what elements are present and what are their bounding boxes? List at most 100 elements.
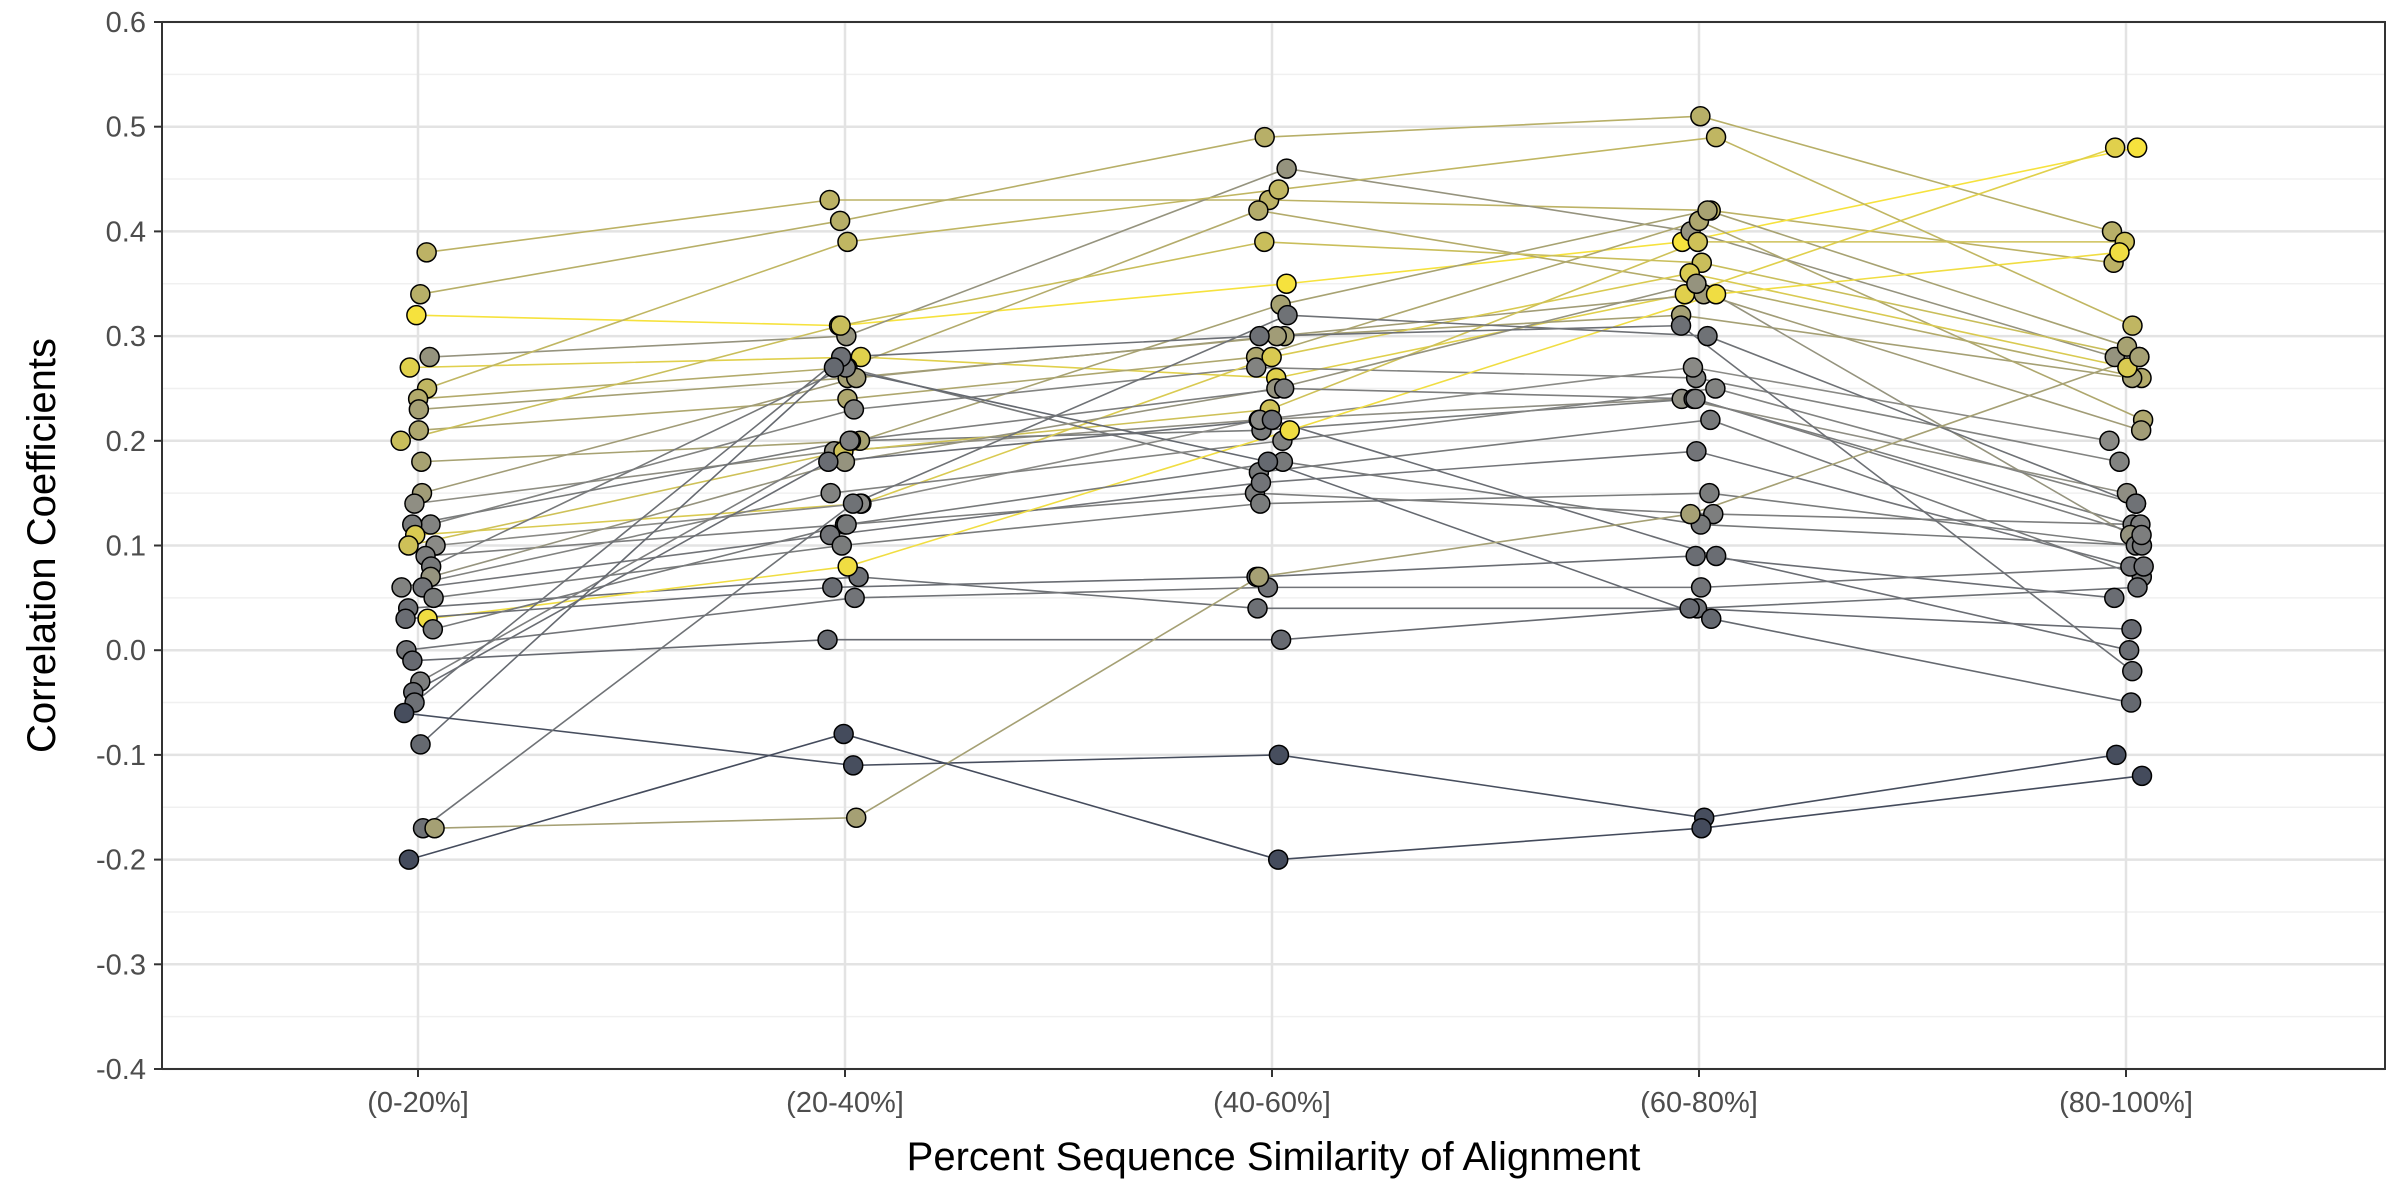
data-point — [1687, 231, 1709, 253]
data-point — [1697, 200, 1718, 221]
data-point — [2122, 315, 2143, 336]
x-tick-label: (0-20%] — [367, 1087, 469, 1119]
data-point — [822, 577, 843, 598]
data-point — [410, 283, 431, 305]
data-point — [820, 482, 841, 504]
data-point — [390, 430, 411, 452]
data-point — [2118, 639, 2140, 661]
data-point — [1682, 357, 1704, 378]
data-point — [399, 357, 421, 378]
y-axis-title: Correlation Coefficients — [20, 338, 64, 753]
y-tick-label: -0.3 — [96, 949, 146, 981]
data-point — [2126, 137, 2148, 158]
data-point — [2131, 524, 2152, 546]
data-point — [1268, 179, 1290, 200]
data-point — [1254, 231, 1275, 253]
data-point — [1273, 378, 1295, 399]
data-point — [395, 608, 416, 630]
data-point — [2109, 242, 2130, 263]
data-point — [829, 210, 851, 232]
data-point — [2104, 137, 2126, 158]
data-point — [2129, 346, 2150, 368]
data-point — [402, 650, 423, 671]
data-point — [408, 399, 430, 420]
data-point — [818, 451, 839, 472]
data-point — [1276, 273, 1297, 294]
y-tick-label: 0.1 — [106, 531, 146, 563]
data-point — [1690, 577, 1712, 598]
data-point — [2104, 587, 2125, 609]
y-tick-label: 0.2 — [106, 426, 146, 458]
y-tick-label: 0.0 — [106, 635, 146, 667]
data-point — [1697, 325, 1718, 347]
data-point — [817, 629, 838, 650]
data-point — [2109, 451, 2130, 472]
data-point — [1250, 493, 1271, 514]
axis-ticks — [154, 21, 2127, 1077]
data-point — [404, 493, 425, 514]
data-point — [423, 587, 444, 609]
data-point — [1705, 126, 1727, 148]
y-tick-label: 0.6 — [106, 7, 146, 39]
series-points — [390, 105, 2154, 870]
data-point — [831, 535, 853, 556]
x-axis-tick-labels: (0-20%] (20-40%] (40-60%] (60-80%] (80-100%] — [367, 1087, 2193, 1119]
data-point — [1267, 849, 1289, 870]
y-tick-label: 0.4 — [106, 216, 146, 248]
data-point — [1679, 598, 1700, 619]
data-point — [1277, 304, 1298, 326]
y-axis-tick-labels: -0.4 -0.3 -0.2 -0.1 0.0 0.1 0.2 0.3 0.4 0.5 0.6 — [96, 7, 146, 1086]
data-point — [844, 587, 865, 609]
data-point — [823, 357, 845, 378]
x-tick-label: (40-60%] — [1213, 1087, 1331, 1119]
data-point — [1257, 451, 1279, 472]
data-point — [1270, 629, 1292, 650]
data-point — [2131, 765, 2153, 787]
data-point — [1248, 200, 1269, 221]
data-point — [1699, 482, 1720, 504]
data-point — [406, 304, 427, 326]
data-point — [424, 817, 445, 839]
data-point — [843, 399, 865, 420]
data-point — [1276, 158, 1297, 179]
data-point — [2121, 619, 2142, 640]
data-point — [842, 493, 864, 514]
data-point — [2122, 660, 2143, 682]
data-point — [1268, 744, 1290, 766]
data-point — [836, 514, 857, 535]
x-axis-title: Percent Sequence Similarity of Alignment — [907, 1135, 1641, 1179]
data-point — [1247, 598, 1268, 619]
data-point — [1261, 346, 1282, 368]
data-point — [1686, 273, 1707, 294]
data-point — [1246, 357, 1267, 378]
data-point — [1680, 503, 1701, 525]
data-point — [416, 242, 437, 263]
data-point — [1254, 126, 1275, 148]
data-point — [837, 231, 858, 253]
x-tick-label: (20-40%] — [786, 1087, 904, 1119]
data-point — [833, 723, 854, 745]
data-point — [1690, 105, 1711, 127]
y-tick-label: -0.2 — [96, 845, 146, 877]
data-point — [419, 346, 440, 368]
data-point — [1249, 325, 1270, 347]
data-point — [2133, 556, 2154, 577]
data-point — [1686, 441, 1707, 462]
data-point — [819, 189, 840, 211]
data-point — [410, 734, 431, 755]
data-point — [398, 535, 419, 556]
data-point — [1685, 388, 1706, 410]
data-point — [1700, 409, 1721, 431]
data-point — [1266, 325, 1288, 347]
data-point — [2130, 420, 2152, 441]
data-point — [422, 619, 444, 640]
data-point — [839, 430, 860, 452]
y-tick-label: -0.4 — [96, 1054, 146, 1086]
y-tick-label: 0.3 — [106, 321, 146, 353]
data-point — [845, 807, 867, 828]
data-point — [1279, 420, 1300, 441]
data-point — [2099, 430, 2120, 452]
data-point — [2127, 577, 2148, 598]
data-point — [1705, 378, 1726, 399]
